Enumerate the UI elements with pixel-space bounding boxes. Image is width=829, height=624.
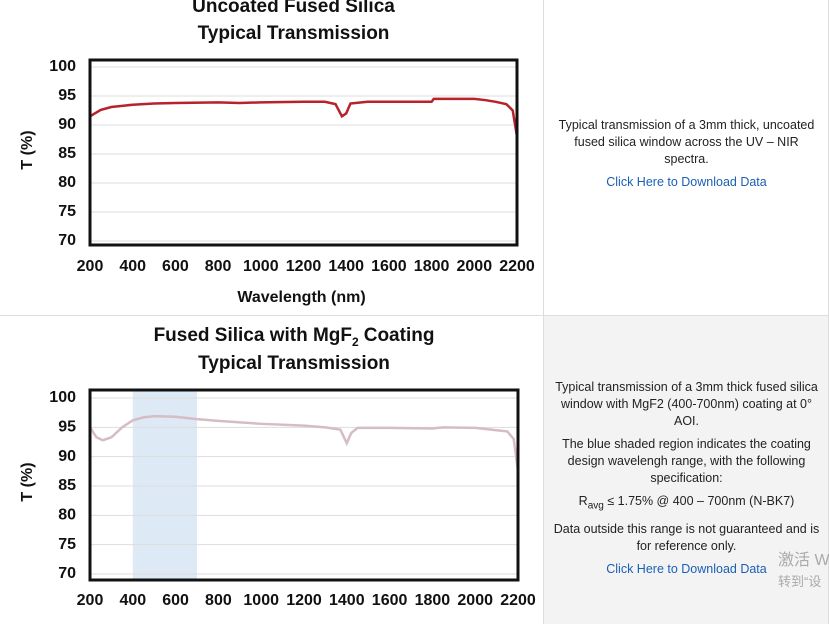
chart-title: Typical Transmission <box>198 353 390 374</box>
title-text: Fused Silica with MgF <box>154 325 352 346</box>
x-tick-label: 1400 <box>328 258 364 275</box>
y-tick-label: 85 <box>58 477 76 494</box>
x-tick-label: 800 <box>205 592 232 609</box>
x-tick-label: 1200 <box>286 592 322 609</box>
specification: Ravg ≤ 1.75% @ 400 – 700nm (N-BK7) <box>548 493 825 515</box>
col-divider <box>543 0 544 624</box>
y-tick-label: 75 <box>58 203 76 220</box>
x-tick-label: 800 <box>205 258 232 275</box>
x-tick-label: 400 <box>119 258 146 275</box>
chart-title: Uncoated Fused Silica <box>192 0 395 17</box>
y-tick-label: 95 <box>58 87 76 104</box>
title-subscript: 2 <box>352 335 359 349</box>
x-tick-label: 200 <box>77 592 104 609</box>
spec-symbol: R <box>578 494 588 508</box>
download-link[interactable]: Click Here to Download Data <box>606 175 767 189</box>
watermark: 激活 W <box>778 552 829 569</box>
transmission-line <box>88 414 520 472</box>
description-text: Typical transmission of a 3mm thick, unc… <box>558 118 815 166</box>
title-text: Coating <box>364 325 435 346</box>
chart-title: Typical Transmission <box>198 23 390 44</box>
x-tick-label: 1000 <box>243 592 279 609</box>
y-tick-label: 70 <box>58 232 76 249</box>
x-tick-label: 1800 <box>414 258 450 275</box>
description: Typical transmission of a 3mm thick, unc… <box>544 117 829 191</box>
y-tick-label: 90 <box>58 116 76 133</box>
y-tick-label: 80 <box>58 174 76 191</box>
x-tick-label: 2200 <box>500 592 536 609</box>
x-tick-label: 600 <box>162 258 189 275</box>
y-axis-label: T (%) <box>19 130 36 169</box>
x-tick-label: 2000 <box>457 592 493 609</box>
description: Typical transmission of a 3mm thick fuse… <box>544 379 829 578</box>
x-axis-label: Wavelength (nm) <box>237 289 365 306</box>
transmission-line <box>89 97 519 137</box>
plot-frame <box>88 58 519 247</box>
y-tick-label: 85 <box>58 145 76 162</box>
download-link[interactable]: Click Here to Download Data <box>606 561 767 576</box>
y-tick-label: 95 <box>58 419 76 436</box>
description-text: The blue shaded region indicates the coa… <box>562 437 811 485</box>
spec-text: ≤ 1.75% @ 400 – 700nm (N-BK7) <box>607 494 795 508</box>
x-tick-label: 1400 <box>329 592 365 609</box>
x-tick-label: 1600 <box>371 258 407 275</box>
y-tick-label: 80 <box>58 507 76 524</box>
description-text: Typical transmission of a 3mm thick fuse… <box>555 380 818 428</box>
plot-frame <box>88 388 520 582</box>
x-tick-label: 1200 <box>286 258 322 275</box>
watermark: 转到“设 <box>778 574 822 589</box>
y-tick-label: 100 <box>49 389 76 406</box>
row-divider <box>0 315 829 316</box>
spec-subscript: avg <box>587 500 604 512</box>
y-tick-label: 90 <box>58 448 76 465</box>
y-tick-label: 70 <box>58 565 76 582</box>
x-tick-label: 200 <box>77 258 104 275</box>
x-tick-label: 600 <box>162 592 189 609</box>
description-text: Data outside this range is not guarantee… <box>553 521 820 553</box>
y-axis-label: T (%) <box>19 462 36 501</box>
y-tick-label: 75 <box>58 536 76 553</box>
x-tick-label: 400 <box>119 592 146 609</box>
x-tick-label: 2200 <box>499 258 535 275</box>
x-tick-label: 1000 <box>243 258 279 275</box>
coating-range <box>132 390 197 580</box>
chart-title: Fused Silica with MgF2 Coating <box>154 325 435 349</box>
y-tick-label: 100 <box>49 58 76 75</box>
cell-bg <box>543 316 829 624</box>
x-tick-label: 1800 <box>415 592 451 609</box>
x-tick-label: 1600 <box>372 592 408 609</box>
x-tick-label: 2000 <box>457 258 493 275</box>
charts: 70 75 80 85 90 95 100 200 400 600 800 1000 1200 1400 1… <box>19 0 536 609</box>
